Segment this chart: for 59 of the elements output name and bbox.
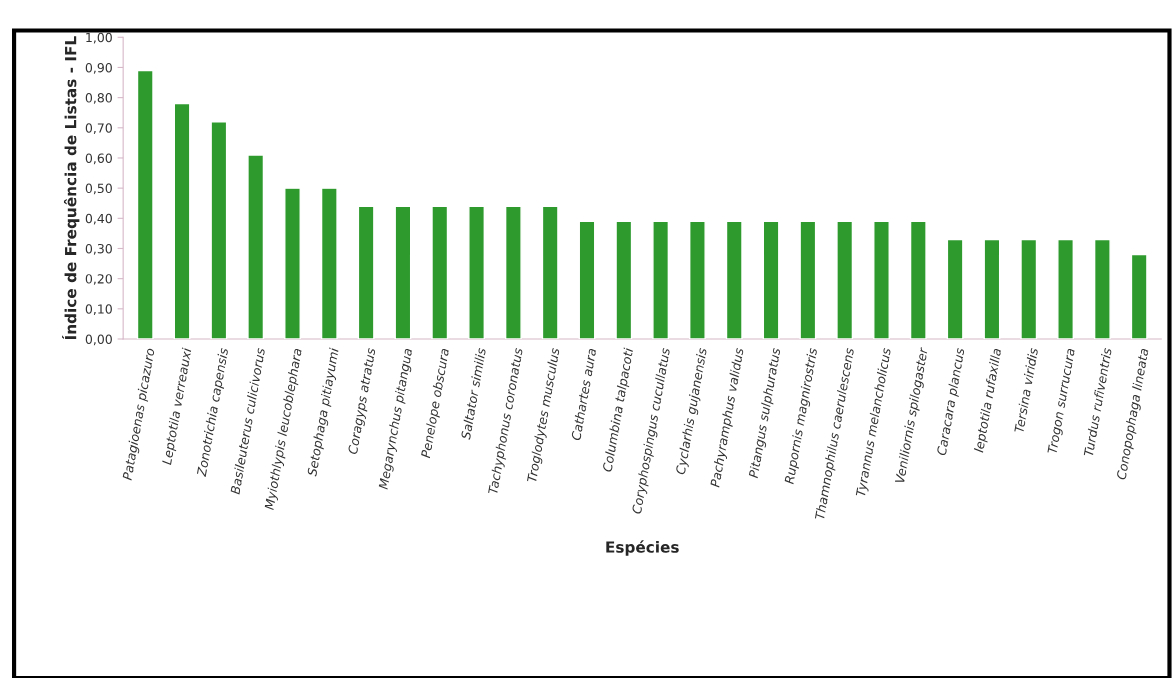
bar [541,205,559,339]
x-tick-label: Saltator similis [460,347,487,440]
x-tick-label: Tersina viridis [1013,347,1039,434]
y-tick-label: 1,00 [86,32,112,44]
bar [1057,238,1074,339]
bar [468,205,485,339]
y-tick-label: 0,10 [85,304,112,316]
bar [504,205,522,339]
bar [946,238,964,339]
bar [210,121,228,339]
bar [247,154,265,339]
x-tick-label: Caracara plancus [936,347,967,457]
x-tick-label: Cathartes aura [570,348,597,441]
x-tick-label: Troglodytes musculus [526,347,563,484]
x-tick-label: Turdus rufiventris [1083,347,1112,457]
bar [136,69,154,339]
bar [983,238,1001,339]
x-tick-label: Penelope obscura [420,348,452,459]
bar [394,205,412,339]
bar [689,220,706,339]
bar [725,220,743,339]
y-tick-label: 0,20 [85,274,112,285]
x-tick-label: Zonotrichia capensis [196,347,231,478]
y-tick-label: 0,80 [85,93,112,104]
bar [1020,238,1038,339]
x-tick-label: Rupornis magnirostris [784,347,820,485]
x-axis-title: Espécies [606,540,679,556]
x-tick-label: Coragyps atratus [347,347,378,455]
bar [873,220,890,339]
y-tick-label: 0,90 [85,62,112,74]
bar [173,102,191,339]
bar [836,220,854,339]
y-tick-label: 0,70 [85,123,112,135]
bar [284,187,301,339]
bar [909,220,927,339]
x-tick-label: leptotila rufaxilla [973,348,1004,454]
x-tick-label: Cyclarhis gujanensis [675,347,710,476]
x-tick-label: Trogon surrucura [1047,348,1078,455]
x-tick-label: Leptotila verreauxi [161,347,194,466]
bar [357,205,375,339]
bar [320,187,338,339]
y-tick-label: 0,40 [85,213,112,225]
y-axis-title: Índice de Frequência de Listas - IFL [62,36,80,340]
bar [762,220,780,339]
x-tick-label: Setophaga pitiayumi [306,347,342,478]
y-tick-label: 0,30 [85,243,112,255]
bar [1130,253,1148,339]
x-tick-label: Columbina talpacoti [602,347,636,473]
bar [578,220,596,339]
bar [1093,238,1111,339]
y-tick-label: 0,00 [85,334,112,346]
x-tick-label: Pitangus sulphuratus [748,347,783,479]
bar [799,220,817,339]
bar [615,220,633,339]
bar [431,205,449,339]
bar [652,220,670,339]
x-tick-label: Veniliornis spilogaster [894,346,931,484]
y-tick-label: 0,60 [85,153,112,165]
y-tick-label: 0,50 [85,183,112,195]
